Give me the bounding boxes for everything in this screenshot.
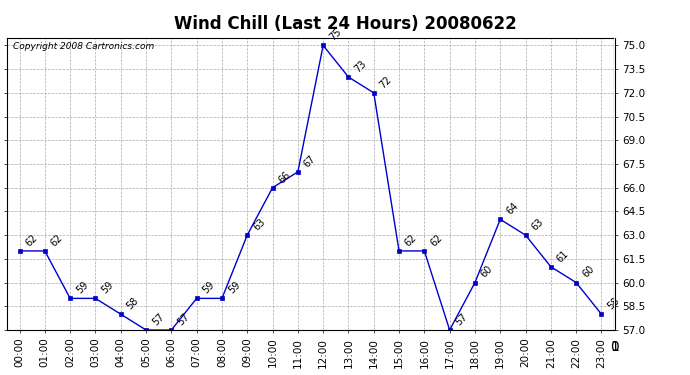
Text: 66: 66 [277,169,293,185]
Text: 59: 59 [99,280,115,296]
Text: 72: 72 [378,74,394,90]
Text: 57: 57 [454,311,470,327]
Text: 63: 63 [251,217,267,232]
Text: 63: 63 [530,217,546,232]
Text: 57: 57 [150,311,166,327]
Text: 59: 59 [226,280,242,296]
Text: Wind Chill (Last 24 Hours) 20080622: Wind Chill (Last 24 Hours) 20080622 [174,15,516,33]
Text: 59: 59 [75,280,90,296]
Text: 61: 61 [555,248,571,264]
Text: 60: 60 [580,264,596,280]
Text: 62: 62 [23,232,39,248]
Text: 67: 67 [302,153,318,169]
Text: 62: 62 [403,232,419,248]
Text: 58: 58 [125,296,141,311]
Text: 73: 73 [353,58,368,74]
Text: 75: 75 [327,27,343,43]
Text: 58: 58 [606,296,622,311]
Text: 60: 60 [479,264,495,280]
Text: Copyright 2008 Cartronics.com: Copyright 2008 Cartronics.com [13,42,155,51]
Text: 57: 57 [175,311,191,327]
Text: 64: 64 [504,201,520,216]
Text: 62: 62 [428,232,444,248]
Text: 62: 62 [49,232,65,248]
Text: 59: 59 [201,280,217,296]
